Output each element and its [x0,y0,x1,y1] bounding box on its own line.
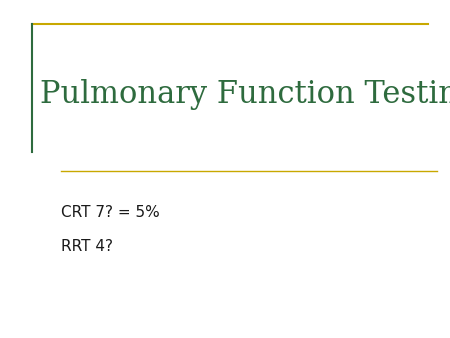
Text: Pulmonary Function Testing: Pulmonary Function Testing [40,79,450,110]
Text: CRT 7? = 5%: CRT 7? = 5% [61,206,159,220]
Text: RRT 4?: RRT 4? [61,239,113,254]
